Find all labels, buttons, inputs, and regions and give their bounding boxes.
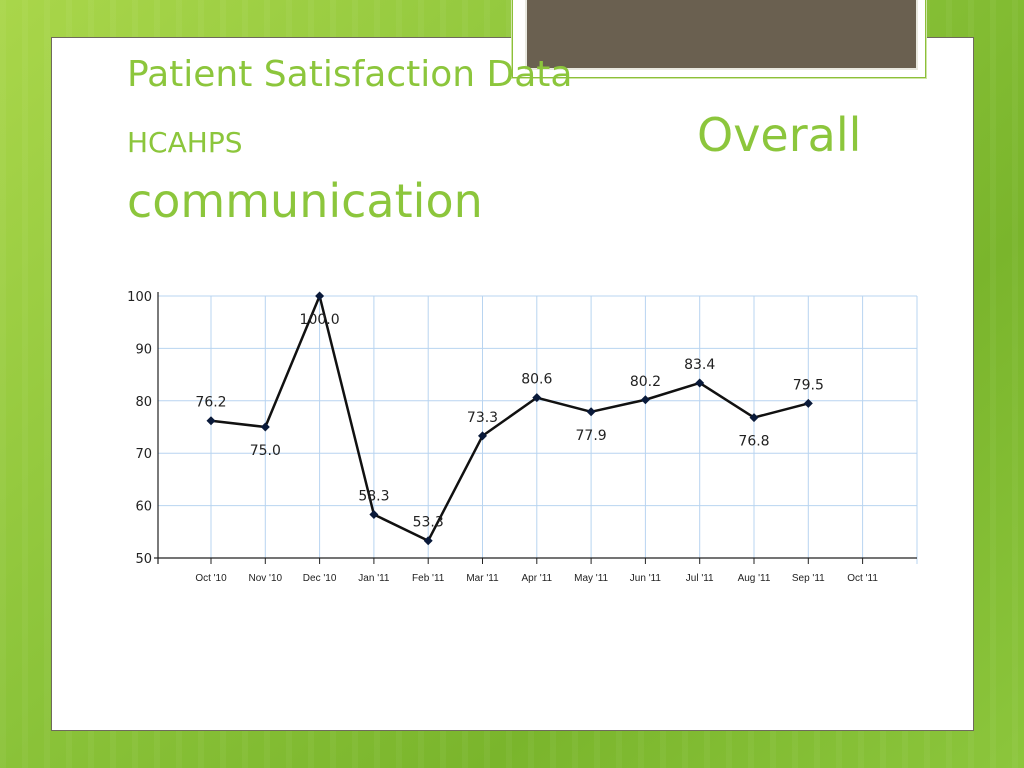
- data-point: [803, 398, 813, 408]
- x-tick-label: Aug '11: [738, 573, 771, 584]
- data-label: 77.9: [576, 428, 607, 444]
- data-label: 83.4: [684, 357, 715, 373]
- x-tick-label: Nov '10: [249, 573, 283, 584]
- x-tick-label: Feb '11: [412, 573, 445, 584]
- data-point: [369, 510, 379, 520]
- data-label: 100.0: [300, 312, 340, 328]
- data-label: 80.2: [630, 374, 661, 390]
- slide-subtitle-overall: Overall: [697, 108, 862, 162]
- slide-subtitle-hcahps: HCAHPS: [127, 126, 243, 159]
- data-point: [478, 431, 487, 441]
- slide-content-panel: [51, 37, 974, 731]
- x-tick-label: Jan '11: [358, 573, 390, 584]
- data-point: [640, 395, 650, 405]
- data-point: [206, 416, 216, 426]
- slide-subtitle-communication: communication: [127, 174, 483, 228]
- y-tick-label: 60: [135, 500, 152, 515]
- data-point: [260, 422, 270, 432]
- data-label: 79.5: [793, 377, 824, 393]
- data-point: [423, 536, 433, 546]
- data-label: 73.3: [467, 410, 498, 426]
- y-tick-label: 50: [135, 552, 152, 567]
- data-point: [315, 291, 325, 301]
- data-label: 76.8: [738, 434, 769, 450]
- data-label: 80.6: [521, 372, 552, 388]
- data-label: 76.2: [195, 395, 226, 411]
- x-tick-label: Mar '11: [466, 573, 499, 584]
- y-tick-label: 90: [135, 342, 152, 357]
- x-tick-label: Sep '11: [792, 573, 825, 584]
- data-point: [749, 413, 759, 423]
- x-tick-label: May '11: [574, 573, 608, 584]
- slide-title: Patient Satisfaction Data: [127, 54, 573, 95]
- y-tick-label: 70: [135, 447, 152, 462]
- x-tick-label: Oct '11: [847, 573, 878, 584]
- x-tick-label: Jun '11: [630, 573, 662, 584]
- data-label: 75.0: [250, 443, 281, 459]
- data-point: [532, 393, 542, 403]
- data-point: [586, 407, 596, 417]
- x-tick-label: Oct '10: [195, 573, 227, 584]
- data-label: 53.3: [413, 515, 444, 531]
- x-tick-label: Jul '11: [686, 573, 714, 584]
- data-label: 58.3: [358, 489, 389, 505]
- x-tick-label: Apr '11: [521, 573, 552, 584]
- x-tick-label: Dec '10: [303, 573, 337, 584]
- data-point: [695, 378, 705, 388]
- photo-image: [525, 0, 918, 70]
- y-tick-label: 80: [135, 395, 152, 410]
- series-line: [210, 294, 809, 542]
- y-tick-label: 100: [127, 290, 152, 305]
